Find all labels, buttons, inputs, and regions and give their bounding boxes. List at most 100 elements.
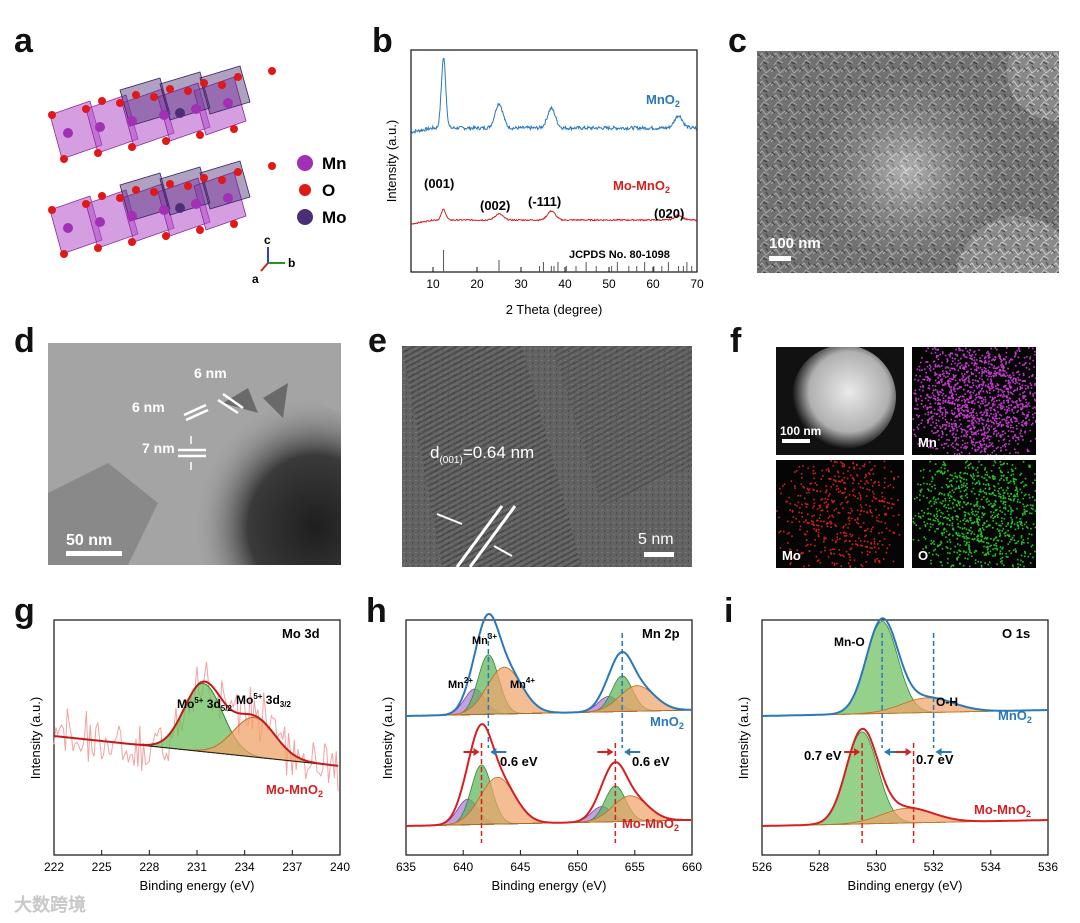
eds-dot <box>969 392 971 394</box>
xtick-label: 655 <box>625 860 645 874</box>
eds-dot <box>843 555 845 558</box>
eds-dot <box>831 548 834 551</box>
xrd-mno2-line <box>410 57 698 135</box>
eds-dot <box>953 368 956 370</box>
eds-dot <box>1007 401 1009 404</box>
eds-dot <box>997 482 1000 485</box>
eds-dot <box>1017 379 1020 381</box>
eds-dot <box>848 554 851 556</box>
eds-dot <box>968 544 970 546</box>
eds-dot <box>986 537 989 539</box>
eds-dot <box>983 522 986 524</box>
eds-dot <box>961 495 963 497</box>
eds-dot <box>1030 512 1033 515</box>
eds-dot <box>822 475 824 477</box>
eds-dot <box>856 517 859 519</box>
eds-dot <box>1008 407 1010 409</box>
eds-dot <box>943 505 945 508</box>
eds-dot <box>839 503 842 506</box>
eds-dot <box>918 414 921 417</box>
eds-dot <box>1014 548 1017 550</box>
eds-dot <box>983 431 986 433</box>
eds-dot <box>993 422 995 425</box>
eds-dot <box>1001 419 1004 421</box>
eds-dot <box>967 409 969 411</box>
eds-dot <box>930 543 932 545</box>
eds-dot <box>802 552 804 554</box>
eds-dot <box>841 464 844 467</box>
eds-dot <box>973 433 975 436</box>
eds-dot <box>955 443 958 445</box>
eds-dot <box>993 400 996 403</box>
eds-dot <box>995 435 998 437</box>
eds-dot <box>962 405 964 407</box>
eds-dot <box>965 409 967 412</box>
eds-dot <box>837 511 840 514</box>
eds-dot <box>949 386 951 388</box>
eds-dot <box>1001 363 1003 365</box>
eds-dot <box>1007 399 1009 401</box>
mo-atom <box>175 108 185 118</box>
eds-dot <box>956 557 958 560</box>
eds-dot <box>1000 408 1002 410</box>
eds-dot <box>985 546 988 548</box>
eds-dot <box>980 535 982 538</box>
eds-dot <box>983 496 985 498</box>
eds-dot <box>962 366 965 369</box>
eds-dot <box>837 491 840 493</box>
eds-dot <box>1010 474 1013 476</box>
eds-dot <box>960 412 963 414</box>
eds-dot <box>958 502 960 504</box>
eds-dot <box>837 471 840 474</box>
hrtem-scale-label: 5 nm <box>638 531 674 548</box>
tem-image: 6 nm 6 nm 7 nm 50 nm <box>48 343 341 565</box>
eds-dot <box>998 403 1000 406</box>
eds-dot <box>957 398 960 401</box>
eds-dot <box>990 538 992 540</box>
eds-dot <box>1000 540 1003 542</box>
eds-dot <box>960 386 962 389</box>
tem-particle <box>168 377 341 565</box>
eds-dot <box>985 554 988 556</box>
eds-dot <box>967 410 970 413</box>
eds-dot <box>1010 516 1012 519</box>
eds-dot <box>878 514 880 516</box>
eds-dot <box>853 488 855 491</box>
eds-dot <box>871 468 874 470</box>
eds-dot <box>799 528 801 531</box>
eds-dot <box>939 492 941 494</box>
panel-label-i: i <box>724 592 734 630</box>
eds-dot <box>1010 430 1013 433</box>
eds-dot <box>974 483 977 485</box>
eds-dot <box>1007 367 1009 370</box>
eds-dot <box>1003 385 1005 388</box>
eds-dot <box>944 401 947 403</box>
eds-dot <box>1008 440 1011 442</box>
eds-dot <box>914 378 916 381</box>
eds-dot <box>923 368 926 370</box>
eds-dot <box>946 523 948 526</box>
eds-dot <box>956 414 959 417</box>
eds-dot <box>866 540 869 543</box>
eds-dot <box>983 528 985 531</box>
eds-dot <box>861 565 864 568</box>
eds-dot <box>954 425 956 428</box>
eds-dot <box>1025 421 1028 423</box>
eds-dot <box>922 406 925 408</box>
eds-dot <box>952 397 954 400</box>
eds-dot <box>1020 482 1022 484</box>
eds-dot <box>921 357 923 359</box>
eds-dot <box>1006 463 1009 465</box>
eds-dot <box>939 407 942 409</box>
eds-dot <box>824 549 826 552</box>
eds-dot <box>977 471 979 474</box>
eds-dot <box>981 444 984 446</box>
eds-dot <box>941 473 944 475</box>
eds-dot <box>953 551 956 553</box>
eds-dot <box>957 437 960 439</box>
eds-dot <box>849 565 851 567</box>
eds-dot <box>958 474 961 477</box>
eds-dot <box>947 380 949 383</box>
eds-dot <box>1033 366 1035 368</box>
eds-dot <box>949 548 952 550</box>
